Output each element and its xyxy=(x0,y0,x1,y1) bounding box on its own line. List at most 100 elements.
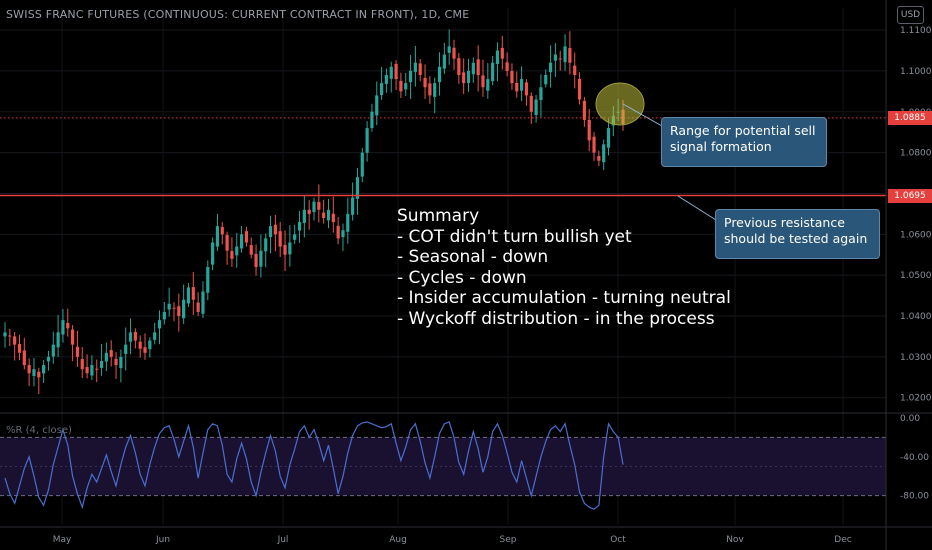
candle-body xyxy=(408,70,413,83)
resistance-callout[interactable]: Previous resistance should be tested aga… xyxy=(715,209,880,259)
candle-body xyxy=(394,63,398,80)
candle-body xyxy=(428,83,432,96)
sell-range-callout[interactable]: Range for potential sell signal formatio… xyxy=(661,117,827,167)
highlight-circle xyxy=(595,82,645,126)
candle-body xyxy=(133,331,137,341)
candle-body xyxy=(433,83,437,97)
candle-body xyxy=(27,365,31,374)
callout-connector xyxy=(622,103,663,127)
candle-body xyxy=(167,303,171,310)
candle-body xyxy=(172,307,176,309)
candle-body xyxy=(471,62,475,75)
candle-body xyxy=(341,230,345,238)
osc-tick-label: -40.00 xyxy=(900,453,929,463)
candle-body xyxy=(3,332,7,337)
y-tick-label: 1.0400 xyxy=(900,312,932,322)
candle-body xyxy=(495,50,500,64)
x-tick-label: Jul xyxy=(277,535,289,545)
candle-body xyxy=(423,77,427,88)
candle-body xyxy=(606,128,611,148)
candle-body xyxy=(307,209,311,214)
x-tick-label: Jun xyxy=(155,535,170,545)
candle-body xyxy=(592,136,596,153)
candle-body xyxy=(558,58,562,60)
candle-body xyxy=(95,368,99,370)
candle-body xyxy=(288,242,292,255)
candle-body xyxy=(249,245,253,255)
candle-body xyxy=(520,79,524,91)
candle-body xyxy=(157,320,162,329)
summary-line: - Cycles - down xyxy=(397,267,527,288)
y-tick-label: 1.1000 xyxy=(900,67,932,77)
candle-body xyxy=(220,226,224,235)
candle-body xyxy=(70,329,75,345)
candle-body xyxy=(437,66,442,83)
candle-body xyxy=(336,225,340,239)
candle-body xyxy=(278,231,282,247)
candle-body xyxy=(500,47,504,59)
y-tick-label: 1.0200 xyxy=(900,394,932,404)
candle-body xyxy=(182,299,186,319)
candle-body xyxy=(162,311,166,320)
candle-body xyxy=(544,74,548,85)
x-tick-label: Dec xyxy=(834,535,851,545)
callout-text: should be tested again xyxy=(724,230,868,246)
candle-body xyxy=(597,156,601,161)
candle-body xyxy=(568,48,572,63)
candle-body xyxy=(457,58,461,75)
candle-body xyxy=(312,201,316,213)
candle-body xyxy=(61,320,65,335)
candle-body xyxy=(539,87,543,101)
summary-annotation: Summary - COT didn't turn bullish yet - … xyxy=(397,206,731,329)
oscillator-label: %R (4, close) xyxy=(6,425,72,436)
candle-body xyxy=(462,72,466,84)
candle-body xyxy=(577,78,582,100)
currency-button[interactable]: USD xyxy=(897,6,924,24)
candle-body xyxy=(90,365,94,376)
candle-body xyxy=(404,83,408,90)
candle-body xyxy=(505,62,509,71)
candle-body xyxy=(119,356,123,369)
candle-body xyxy=(42,365,46,374)
osc-tick-label: 0.00 xyxy=(900,414,920,424)
candle-body xyxy=(297,222,302,231)
candle-body xyxy=(46,356,51,362)
candle-body xyxy=(254,253,258,268)
candle-body xyxy=(283,244,287,255)
candle-body xyxy=(375,95,379,116)
candle-body xyxy=(235,246,239,256)
candle-body xyxy=(191,287,195,300)
candle-body xyxy=(486,79,490,91)
x-tick-label: Sep xyxy=(500,535,517,545)
candle-body xyxy=(365,128,369,153)
candle-body xyxy=(22,350,26,366)
candle-body xyxy=(66,322,70,329)
osc-tick-label: -80.00 xyxy=(900,492,929,502)
callout-text: Range for potential sell xyxy=(670,123,816,138)
candle-body xyxy=(153,332,157,340)
x-tick-label: Aug xyxy=(389,535,407,545)
oscillator-zone xyxy=(0,437,886,496)
candle-body xyxy=(447,46,451,53)
candle-body xyxy=(548,62,553,73)
y-tick-label: 1.0800 xyxy=(900,149,932,159)
oscillator-line xyxy=(4,421,624,510)
y-tick-label: 1.0500 xyxy=(900,271,932,281)
callout-text: signal formation xyxy=(670,138,772,154)
candle-body xyxy=(331,213,335,223)
candle-body xyxy=(104,352,108,362)
y-tick-label: 1.1100 xyxy=(900,26,932,36)
summary-line: - Insider accumulation - turning neutral xyxy=(397,288,731,308)
candle-body xyxy=(13,336,17,345)
callout-connector xyxy=(677,195,717,221)
candle-body xyxy=(230,251,234,259)
candle-body xyxy=(51,344,55,357)
candle-body xyxy=(128,332,133,342)
candle-body xyxy=(582,100,586,120)
candle-body xyxy=(491,62,495,82)
resistance-price-tag: 1.0695 xyxy=(888,188,932,203)
candle-body xyxy=(225,235,229,251)
